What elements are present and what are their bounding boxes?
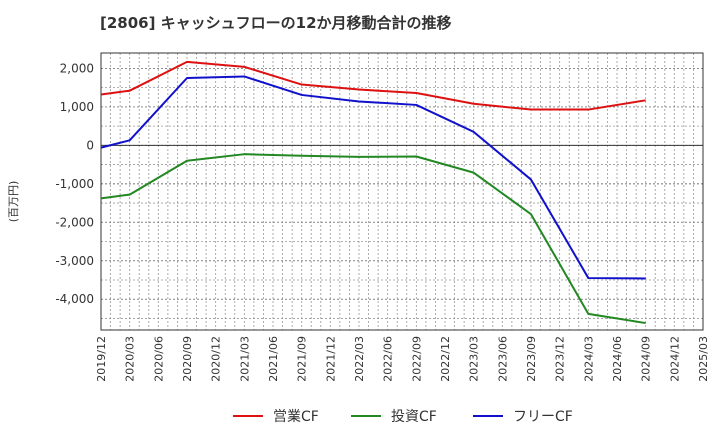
y-axis-label: (百万円) [7, 181, 20, 223]
series-line [100, 60, 646, 111]
y-tick-label: 0 [86, 138, 94, 152]
x-tick-label: 2022/03 [353, 336, 366, 382]
y-tick-label: -1,000 [55, 177, 94, 191]
legend-label: 営業CF [273, 409, 319, 425]
grid-layer [100, 53, 704, 330]
x-tick-label: 2021/03 [238, 336, 251, 382]
y-tick-label: 1,000 [60, 100, 94, 114]
x-tick-label: 2024/06 [611, 336, 624, 382]
x-tick-label: 2024/03 [582, 336, 595, 382]
y-tick-label: -2,000 [55, 215, 94, 229]
x-tick-label: 2020/09 [181, 336, 194, 382]
legend-item: フリーCF [473, 409, 573, 425]
axis-layer: 2,000 1,000 0 -1,000 -2,000 -3,000 -4,000 (百万円)… [7, 52, 710, 382]
x-tick-label: 2025/03 [697, 336, 710, 382]
series-layer [100, 60, 646, 325]
chart-title: [2806] キャッシュフローの12か月移動合計の推移 [100, 14, 452, 32]
x-tick-label: 2021/12 [324, 336, 337, 382]
series-line [100, 153, 646, 325]
x-tick-label: 2021/09 [296, 336, 309, 382]
x-tick-label: 2020/06 [152, 336, 165, 382]
x-tick-label: 2022/06 [382, 336, 395, 382]
x-tick-label: 2021/06 [267, 336, 280, 382]
x-tick-label: 2024/12 [668, 336, 681, 382]
plot-frame [100, 52, 704, 331]
x-tick-label: 2024/09 [640, 336, 653, 382]
x-tick-label: 2020/12 [210, 336, 223, 382]
y-tick-label: -3,000 [55, 254, 94, 268]
legend-item: 投資CF [351, 409, 437, 425]
x-tick-label: 2023/06 [496, 336, 509, 382]
series-line [100, 75, 646, 280]
legend-label: 投資CF [391, 409, 437, 425]
x-tick-label: 2022/09 [410, 336, 423, 382]
x-tick-label: 2023/09 [525, 336, 538, 382]
legend-label: フリーCF [513, 409, 573, 425]
x-tick-label: 2022/12 [439, 336, 452, 382]
x-tick-label: 2023/03 [468, 336, 481, 382]
y-tick-label: -4,000 [55, 292, 94, 306]
x-tick-label: 2023/12 [554, 336, 567, 382]
x-tick-label: 2019/12 [95, 336, 108, 382]
legend: 営業CF 投資CF フリーCF [233, 409, 573, 425]
x-tick-label: 2020/03 [124, 336, 137, 382]
y-tick-label: 2,000 [60, 61, 94, 75]
legend-item: 営業CF [233, 409, 319, 425]
